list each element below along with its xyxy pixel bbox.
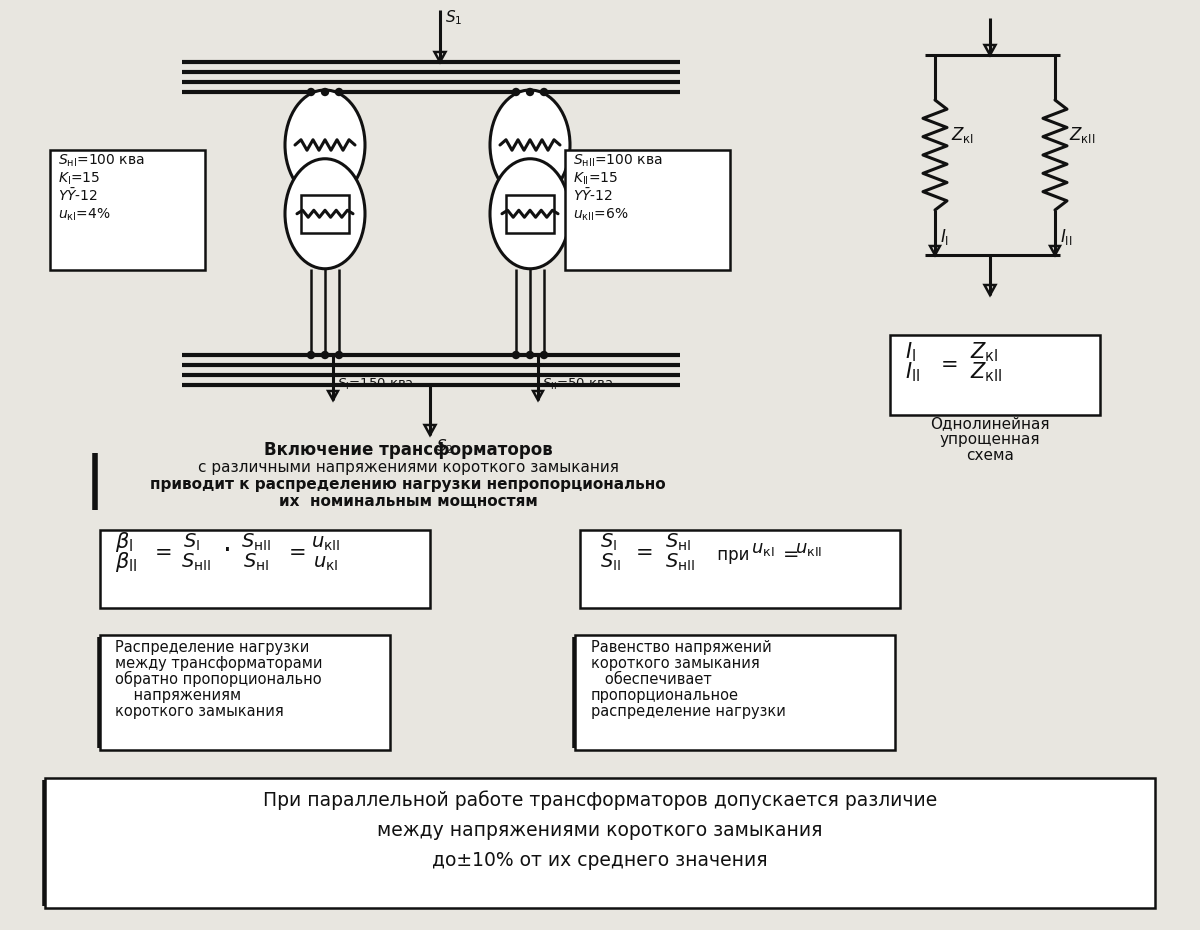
- Text: =: =: [155, 543, 173, 563]
- Text: $K_{\rm II}$=15: $K_{\rm II}$=15: [574, 171, 618, 188]
- Text: $I_{\rm II}$: $I_{\rm II}$: [1060, 227, 1073, 247]
- Text: $S_{\rm I}$: $S_{\rm I}$: [600, 532, 617, 553]
- Circle shape: [307, 352, 314, 358]
- Circle shape: [336, 88, 342, 96]
- Text: $u_{\rm кI}$: $u_{\rm кI}$: [751, 540, 774, 558]
- Text: $u_{\rm кI}$: $u_{\rm кI}$: [313, 554, 338, 573]
- Text: $Y\bar{Y}$-12: $Y\bar{Y}$-12: [58, 187, 98, 204]
- Circle shape: [322, 88, 329, 96]
- Text: =: =: [289, 543, 307, 563]
- Text: $S_{\rm II}$=50 ква: $S_{\rm II}$=50 ква: [542, 377, 613, 392]
- Ellipse shape: [286, 159, 365, 269]
- Circle shape: [527, 352, 534, 358]
- Text: $Z_{\rm кII}$: $Z_{\rm кII}$: [970, 360, 1003, 383]
- Text: их  номинальным мощностям: их номинальным мощностям: [278, 494, 538, 509]
- Text: между трансформаторами: между трансформаторами: [115, 656, 323, 671]
- Text: $u_{\rm кII}$: $u_{\rm кII}$: [796, 540, 822, 558]
- Circle shape: [527, 88, 534, 96]
- Bar: [580, 530, 900, 608]
- Text: $S_{\rm I}$: $S_{\rm I}$: [182, 532, 200, 553]
- Text: $S_{\rm нII}$: $S_{\rm нII}$: [665, 552, 695, 573]
- Text: пропорциональное: пропорциональное: [592, 688, 739, 703]
- Circle shape: [512, 88, 520, 96]
- Text: $\beta_{\rm I}$: $\beta_{\rm I}$: [115, 530, 133, 554]
- Text: $I_{\rm I}$: $I_{\rm I}$: [940, 227, 949, 247]
- Text: $S_{\rm нII}$=100 ква: $S_{\rm нII}$=100 ква: [574, 153, 662, 169]
- Text: ·: ·: [223, 537, 232, 565]
- Circle shape: [322, 352, 329, 358]
- Circle shape: [307, 88, 314, 96]
- Text: $I_{\rm II}$: $I_{\rm II}$: [905, 360, 920, 383]
- Text: схема: схема: [966, 448, 1014, 463]
- Text: обратно пропорционально: обратно пропорционально: [115, 671, 322, 687]
- Text: $S_{\rm нII}$: $S_{\rm нII}$: [241, 532, 271, 553]
- Text: Включение трансформаторов: Включение трансформаторов: [264, 441, 552, 459]
- Text: между напряжениями короткого замыкания: между напряжениями короткого замыкания: [377, 821, 823, 840]
- Text: Равенство напряжений: Равенство напряжений: [592, 640, 772, 655]
- Circle shape: [540, 88, 547, 96]
- Text: =: =: [784, 545, 799, 564]
- Ellipse shape: [490, 90, 570, 200]
- Text: короткого замыкания: короткого замыкания: [115, 704, 283, 719]
- Circle shape: [512, 352, 520, 358]
- Text: Однолинейная: Однолинейная: [930, 416, 1050, 431]
- Text: $S_{\rm I}$=150 ква: $S_{\rm I}$=150 ква: [337, 377, 414, 392]
- Text: $u_{\rm кII}$: $u_{\rm кII}$: [311, 535, 341, 553]
- Text: $S_1$: $S_1$: [445, 8, 462, 27]
- Bar: [100, 530, 430, 608]
- Text: обеспечивает: обеспечивает: [592, 672, 712, 687]
- Text: Распределение нагрузки: Распределение нагрузки: [115, 640, 310, 655]
- Text: с различными напряжениями короткого замыкания: с различными напряжениями короткого замы…: [198, 460, 618, 475]
- Bar: [100, 635, 390, 750]
- Text: $S_2$: $S_2$: [436, 437, 454, 456]
- Bar: [890, 335, 1100, 415]
- Bar: [575, 635, 895, 750]
- Bar: [506, 194, 554, 233]
- Bar: [565, 150, 730, 270]
- Text: до±10% от их среднего значения: до±10% от их среднего значения: [432, 851, 768, 870]
- Text: $I_{\rm I}$: $I_{\rm I}$: [905, 340, 916, 364]
- Text: при: при: [712, 546, 755, 564]
- Text: =: =: [941, 355, 959, 375]
- Text: $Z_{\rm кII}$: $Z_{\rm кII}$: [1069, 125, 1096, 145]
- Text: $S_{\rm нI}$: $S_{\rm нI}$: [665, 532, 691, 553]
- Bar: [301, 194, 349, 233]
- Text: =: =: [636, 543, 654, 563]
- Text: $Z_{\rm кI}$: $Z_{\rm кI}$: [952, 125, 974, 145]
- Text: $Z_{\rm кI}$: $Z_{\rm кI}$: [970, 340, 998, 364]
- Ellipse shape: [490, 159, 570, 269]
- Text: $K_{\rm I}$=15: $K_{\rm I}$=15: [58, 171, 101, 188]
- Text: При параллельной работе трансформаторов допускается различие: При параллельной работе трансформаторов …: [263, 790, 937, 810]
- Bar: [50, 150, 205, 270]
- Circle shape: [540, 352, 547, 358]
- Text: напряжениям: напряжениям: [115, 688, 241, 703]
- Bar: [46, 778, 1154, 908]
- Text: упрощенная: упрощенная: [940, 432, 1040, 447]
- Text: $u_{\rm кII}$=6%: $u_{\rm кII}$=6%: [574, 207, 629, 223]
- Text: $Y\bar{Y}$-12: $Y\bar{Y}$-12: [574, 187, 613, 204]
- Text: $S_{\rm нI}$: $S_{\rm нI}$: [242, 552, 269, 573]
- Circle shape: [336, 352, 342, 358]
- Ellipse shape: [286, 90, 365, 200]
- Text: $S_{\rm нII}$: $S_{\rm нII}$: [181, 552, 211, 573]
- Text: приводит к распределению нагрузки непропорционально: приводит к распределению нагрузки непроп…: [150, 477, 666, 492]
- Text: распределение нагрузки: распределение нагрузки: [592, 704, 786, 719]
- Text: короткого замыкания: короткого замыкания: [592, 656, 760, 671]
- Text: $\beta_{\rm II}$: $\beta_{\rm II}$: [115, 550, 138, 574]
- Text: $S_{\rm нI}$=100 ква: $S_{\rm нI}$=100 ква: [58, 153, 145, 169]
- Text: $u_{\rm кI}$=4%: $u_{\rm кI}$=4%: [58, 207, 110, 223]
- Text: $S_{\rm II}$: $S_{\rm II}$: [600, 552, 622, 573]
